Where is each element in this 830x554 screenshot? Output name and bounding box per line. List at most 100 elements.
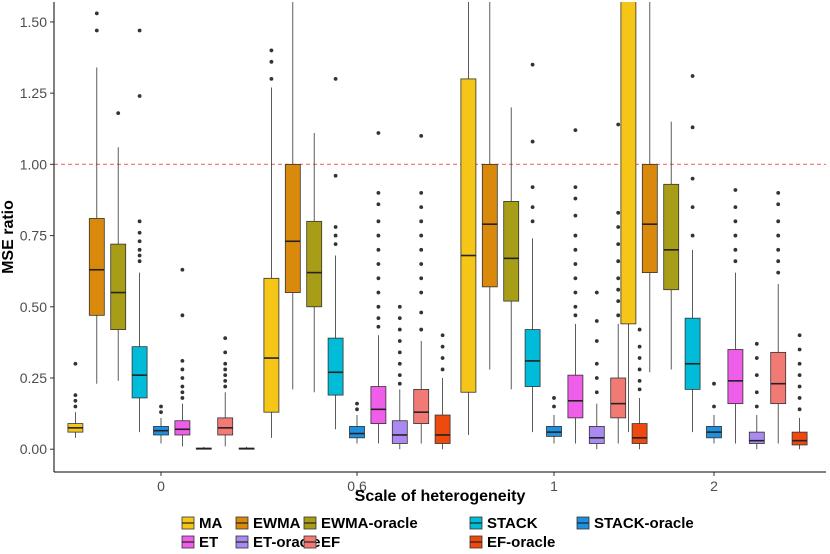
outlier-point xyxy=(616,225,621,229)
outlier-point xyxy=(180,267,185,272)
box xyxy=(684,74,701,433)
box xyxy=(174,267,191,447)
box-rect xyxy=(327,337,344,396)
outlier-point xyxy=(776,247,781,252)
box-rect xyxy=(503,200,520,302)
box xyxy=(588,290,605,450)
outlier-point xyxy=(733,259,738,264)
outlier-point xyxy=(797,384,802,389)
outlier-point xyxy=(223,373,228,378)
box-rect xyxy=(620,2,637,325)
series-ef-oracle xyxy=(238,327,808,450)
outlier-point xyxy=(573,313,578,318)
outlier-point xyxy=(73,393,78,397)
box xyxy=(791,333,808,450)
outlier-point xyxy=(419,290,424,295)
outlier-point xyxy=(269,59,274,64)
outlier-point xyxy=(573,185,578,190)
outlier-point xyxy=(530,62,535,67)
box xyxy=(546,396,562,444)
outlier-point xyxy=(552,396,556,400)
outlier-point xyxy=(73,361,78,366)
outlier-point xyxy=(594,339,599,343)
box-rect xyxy=(770,351,787,405)
outlier-point xyxy=(419,190,424,195)
outlier-point xyxy=(733,233,738,238)
series-et xyxy=(174,128,744,447)
outlier-point xyxy=(419,205,424,209)
legend-label: EF xyxy=(321,534,340,551)
outlier-point xyxy=(180,384,185,389)
outlier-point xyxy=(137,28,142,33)
outlier-point xyxy=(573,196,578,201)
outlier-point xyxy=(376,247,381,252)
outlier-point xyxy=(440,333,445,338)
outlier-point xyxy=(573,276,578,281)
box-rect xyxy=(791,431,808,446)
outlier-point xyxy=(690,125,695,130)
outlier-point xyxy=(594,376,599,380)
outlier-point xyxy=(397,350,402,355)
outlier-point xyxy=(616,259,621,264)
outlier-point xyxy=(137,239,142,244)
box xyxy=(706,381,722,444)
y-tick-label: 1.50 xyxy=(20,14,47,30)
x-axis-title: Scale of heterogeneity xyxy=(355,488,526,505)
outlier-point xyxy=(419,327,424,332)
box-rect xyxy=(370,386,387,424)
outlier-point xyxy=(776,233,781,238)
outlier-point xyxy=(573,233,578,238)
outlier-point xyxy=(712,381,716,386)
legend-item: STACK-oracle xyxy=(576,515,694,532)
box xyxy=(153,404,169,444)
x-tick-label: 0.6 xyxy=(347,478,367,494)
outlier-point xyxy=(754,356,759,360)
outlier-point xyxy=(419,276,424,281)
outlier-point xyxy=(733,247,738,252)
box xyxy=(631,327,648,450)
x-tick-label: 2 xyxy=(710,478,718,494)
legend-label: MA xyxy=(199,515,222,532)
outlier-point xyxy=(530,205,535,209)
box-rect xyxy=(663,183,680,291)
outlier-point xyxy=(94,11,99,16)
outlier-point xyxy=(616,287,621,292)
box-rect xyxy=(727,349,744,405)
outlier-point xyxy=(137,230,142,235)
outlier-point xyxy=(269,77,274,81)
series-et-oracle xyxy=(195,290,765,450)
outlier-point xyxy=(797,333,802,338)
box-rect xyxy=(434,414,451,444)
box xyxy=(663,121,680,370)
outlier-point xyxy=(530,185,535,190)
outlier-point xyxy=(712,404,716,409)
outlier-point xyxy=(754,390,759,395)
outlier-point xyxy=(73,404,78,409)
box xyxy=(391,304,408,450)
box xyxy=(306,133,323,393)
box xyxy=(370,131,387,444)
box-rect xyxy=(748,431,765,444)
legend-item: ET xyxy=(181,534,218,551)
y-tick-label: 1.00 xyxy=(20,156,47,172)
box xyxy=(88,11,105,384)
box-rect xyxy=(284,163,301,293)
box xyxy=(620,2,637,433)
outlier-point xyxy=(159,410,163,415)
outlier-point xyxy=(573,290,578,295)
outlier-point xyxy=(180,390,185,395)
box xyxy=(217,336,234,447)
series-ewma-oracle xyxy=(110,107,680,393)
outlier-point xyxy=(137,219,142,224)
outlier-point xyxy=(376,131,381,135)
outlier-point xyxy=(333,242,338,247)
box xyxy=(567,128,584,444)
outlier-point xyxy=(116,111,121,115)
box xyxy=(460,2,477,435)
outlier-point xyxy=(754,341,759,346)
box xyxy=(503,107,520,390)
outlier-point xyxy=(397,339,402,343)
outlier-point xyxy=(419,262,424,266)
outlier-point xyxy=(376,304,381,309)
